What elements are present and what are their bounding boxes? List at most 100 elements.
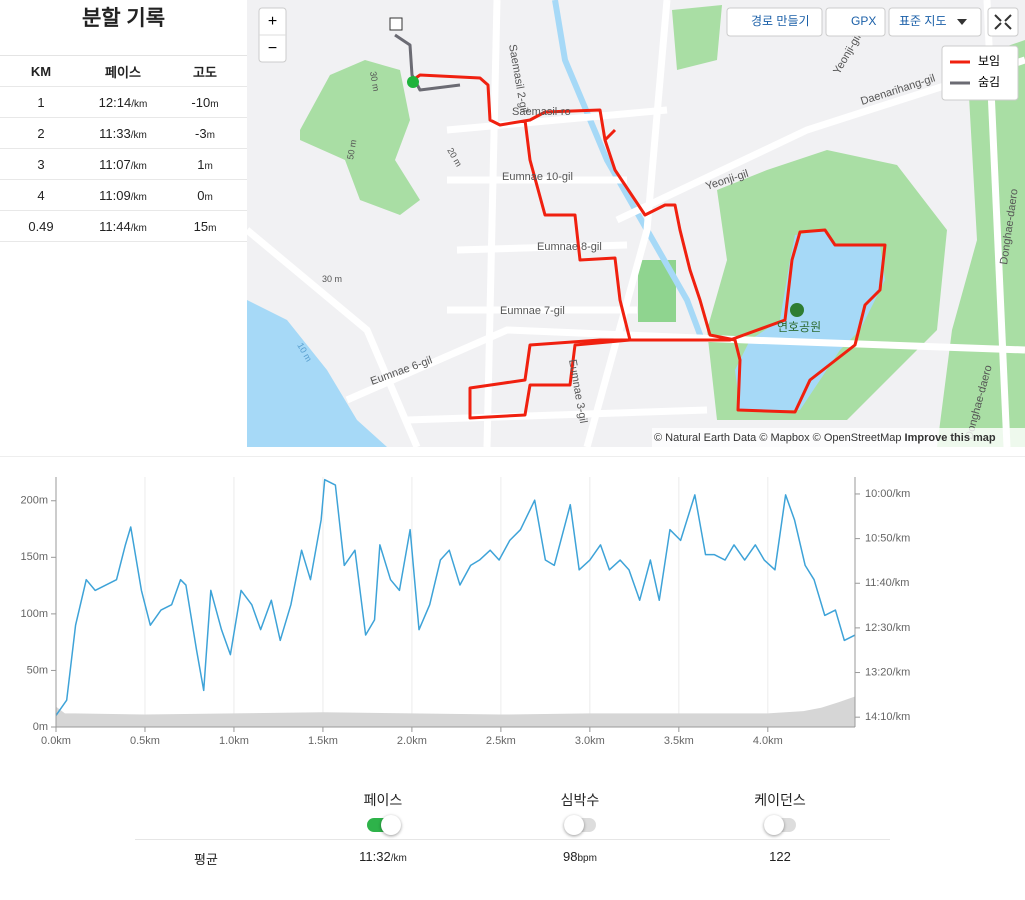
toggle[interactable] <box>367 815 401 835</box>
finish-flag <box>389 17 403 31</box>
split-pace: 11:09/km <box>82 188 164 203</box>
split-km: 0.49 <box>28 218 54 234</box>
summary-label: 평균 <box>194 852 218 867</box>
y2-tick-label: 10:00/km <box>865 488 910 500</box>
toggle[interactable] <box>764 815 796 835</box>
zoom-control: + − <box>258 7 287 63</box>
summary-rule <box>135 839 890 840</box>
split-rows: 1 12:14/km -10m 2 11:33/km -3m 3 11:07/km 1m 4 11:… <box>0 87 247 242</box>
river <box>552 0 705 342</box>
x-tick-label: 4.0km <box>753 735 783 747</box>
unit: m <box>204 160 213 172</box>
unit: /km <box>130 191 147 203</box>
map: Saemasil 2-gil Saemasil-ro Eumnae 10-gil… <box>247 0 1025 447</box>
visible-route <box>412 73 887 420</box>
attribution-text: © Natural Earth Data © Mapbox © OpenStre… <box>654 432 901 444</box>
y-tick-label: 150m <box>20 551 48 563</box>
pace: 11:09 <box>99 187 131 203</box>
split-row: 4 11:09/km 0m <box>0 180 247 211</box>
split-pace: 11:33/km <box>82 126 164 141</box>
elevation-label: 30 m <box>322 274 342 284</box>
split-row: 2 11:33/km -3m <box>0 118 247 149</box>
unit: /km <box>130 129 147 141</box>
split-row: 3 11:07/km 1m <box>0 149 247 180</box>
chart: 0.0km 0.5km 1.0km 1.5km 2.0km 2.5km 3.0km 3.5km… <box>0 456 1025 747</box>
elevation: -10 <box>191 94 211 110</box>
metric-label: 케이던스 <box>754 792 806 808</box>
elevation-area <box>56 696 855 727</box>
header: 페이스 <box>105 64 141 80</box>
pace: 11:07 <box>99 156 131 172</box>
lake <box>735 230 885 410</box>
map-buttons: 경로 만들기 GPX 표준 지도 <box>726 7 1019 37</box>
value: 122 <box>769 849 791 864</box>
split-elevation: -10m <box>164 95 246 110</box>
unit: m <box>206 129 215 141</box>
y2-tick-label: 14:10/km <box>865 711 910 723</box>
metric-toggle: 심박수 <box>520 790 640 835</box>
toggle[interactable] <box>564 815 596 835</box>
hidden-route <box>394 33 461 92</box>
street-label: Saemasil-ro <box>512 106 571 118</box>
elevation-label: 50 m <box>345 139 358 160</box>
summary-value: 98bpm <box>520 849 640 864</box>
y2-tick-label: 13:20/km <box>865 666 910 678</box>
legend-label: 숨김 <box>978 75 1000 89</box>
split-elevation: -3m <box>164 126 246 141</box>
split-elevation: 0m <box>164 188 246 203</box>
unit: /km <box>131 98 148 110</box>
pace: 11:33 <box>99 125 131 141</box>
zoom-in[interactable]: + <box>268 13 277 30</box>
elevation: 1 <box>197 156 205 172</box>
improve-link[interactable]: Improve this map <box>905 432 996 444</box>
y2-tick-label: 12:30/km <box>865 622 910 634</box>
y2-tick-label: 10:50/km <box>865 533 910 545</box>
elevation: -3 <box>195 125 207 141</box>
header: KM <box>30 63 52 79</box>
x-tick-label: 3.5km <box>664 735 694 747</box>
street-label: Eumnae 7-gil <box>500 305 565 317</box>
unit: /km <box>390 853 407 864</box>
x-tick-label: 0.0km <box>41 735 71 747</box>
metric-toggle: 케이던스 <box>720 790 840 835</box>
fullscreen[interactable] <box>987 7 1019 37</box>
attribution-bg <box>652 428 1025 447</box>
elevation: 0 <box>197 187 205 203</box>
header: 고도 <box>193 64 217 80</box>
x-tick-label: 1.0km <box>219 735 249 747</box>
button[interactable] <box>888 7 982 37</box>
button-label[interactable]: 표준 지도 <box>899 14 947 28</box>
button[interactable] <box>726 7 823 37</box>
metric-toggle: 페이스 <box>323 790 443 835</box>
x-tick-label: 2.5km <box>486 735 516 747</box>
y-tick-label: 0m <box>33 721 48 733</box>
button-label[interactable]: 경로 만들기 <box>751 14 810 28</box>
split-km: 3 <box>37 156 45 172</box>
street-label: Eumnae 10-gil <box>502 171 573 183</box>
unit: m <box>208 222 217 234</box>
street-label: Eumnae 8-gil <box>537 241 602 253</box>
split-km: 2 <box>37 125 45 141</box>
y2-tick-label: 11:40/km <box>865 577 909 589</box>
split-km: 4 <box>37 187 45 203</box>
x-tick-label: 0.5km <box>130 735 160 747</box>
elevation-label: 30 m <box>368 71 381 92</box>
unit: m <box>204 191 213 203</box>
zoom-out[interactable]: − <box>268 40 277 57</box>
split-row: 1 12:14/km -10m <box>0 87 247 118</box>
unit: /km <box>130 160 147 172</box>
y-tick-label: 50m <box>27 664 48 676</box>
unit: bpm <box>577 853 597 864</box>
button-label[interactable]: GPX <box>851 14 876 28</box>
start-marker <box>407 76 419 88</box>
button[interactable] <box>825 7 886 37</box>
summary-value: 122 <box>720 849 840 864</box>
x-tick-label: 1.5km <box>308 735 338 747</box>
split-km: 1 <box>37 94 45 110</box>
value: 11:32 <box>359 849 391 864</box>
route <box>394 33 887 420</box>
attribution: © Natural Earth Data © Mapbox © OpenStre… <box>654 432 996 444</box>
pace-line <box>55 478 856 716</box>
